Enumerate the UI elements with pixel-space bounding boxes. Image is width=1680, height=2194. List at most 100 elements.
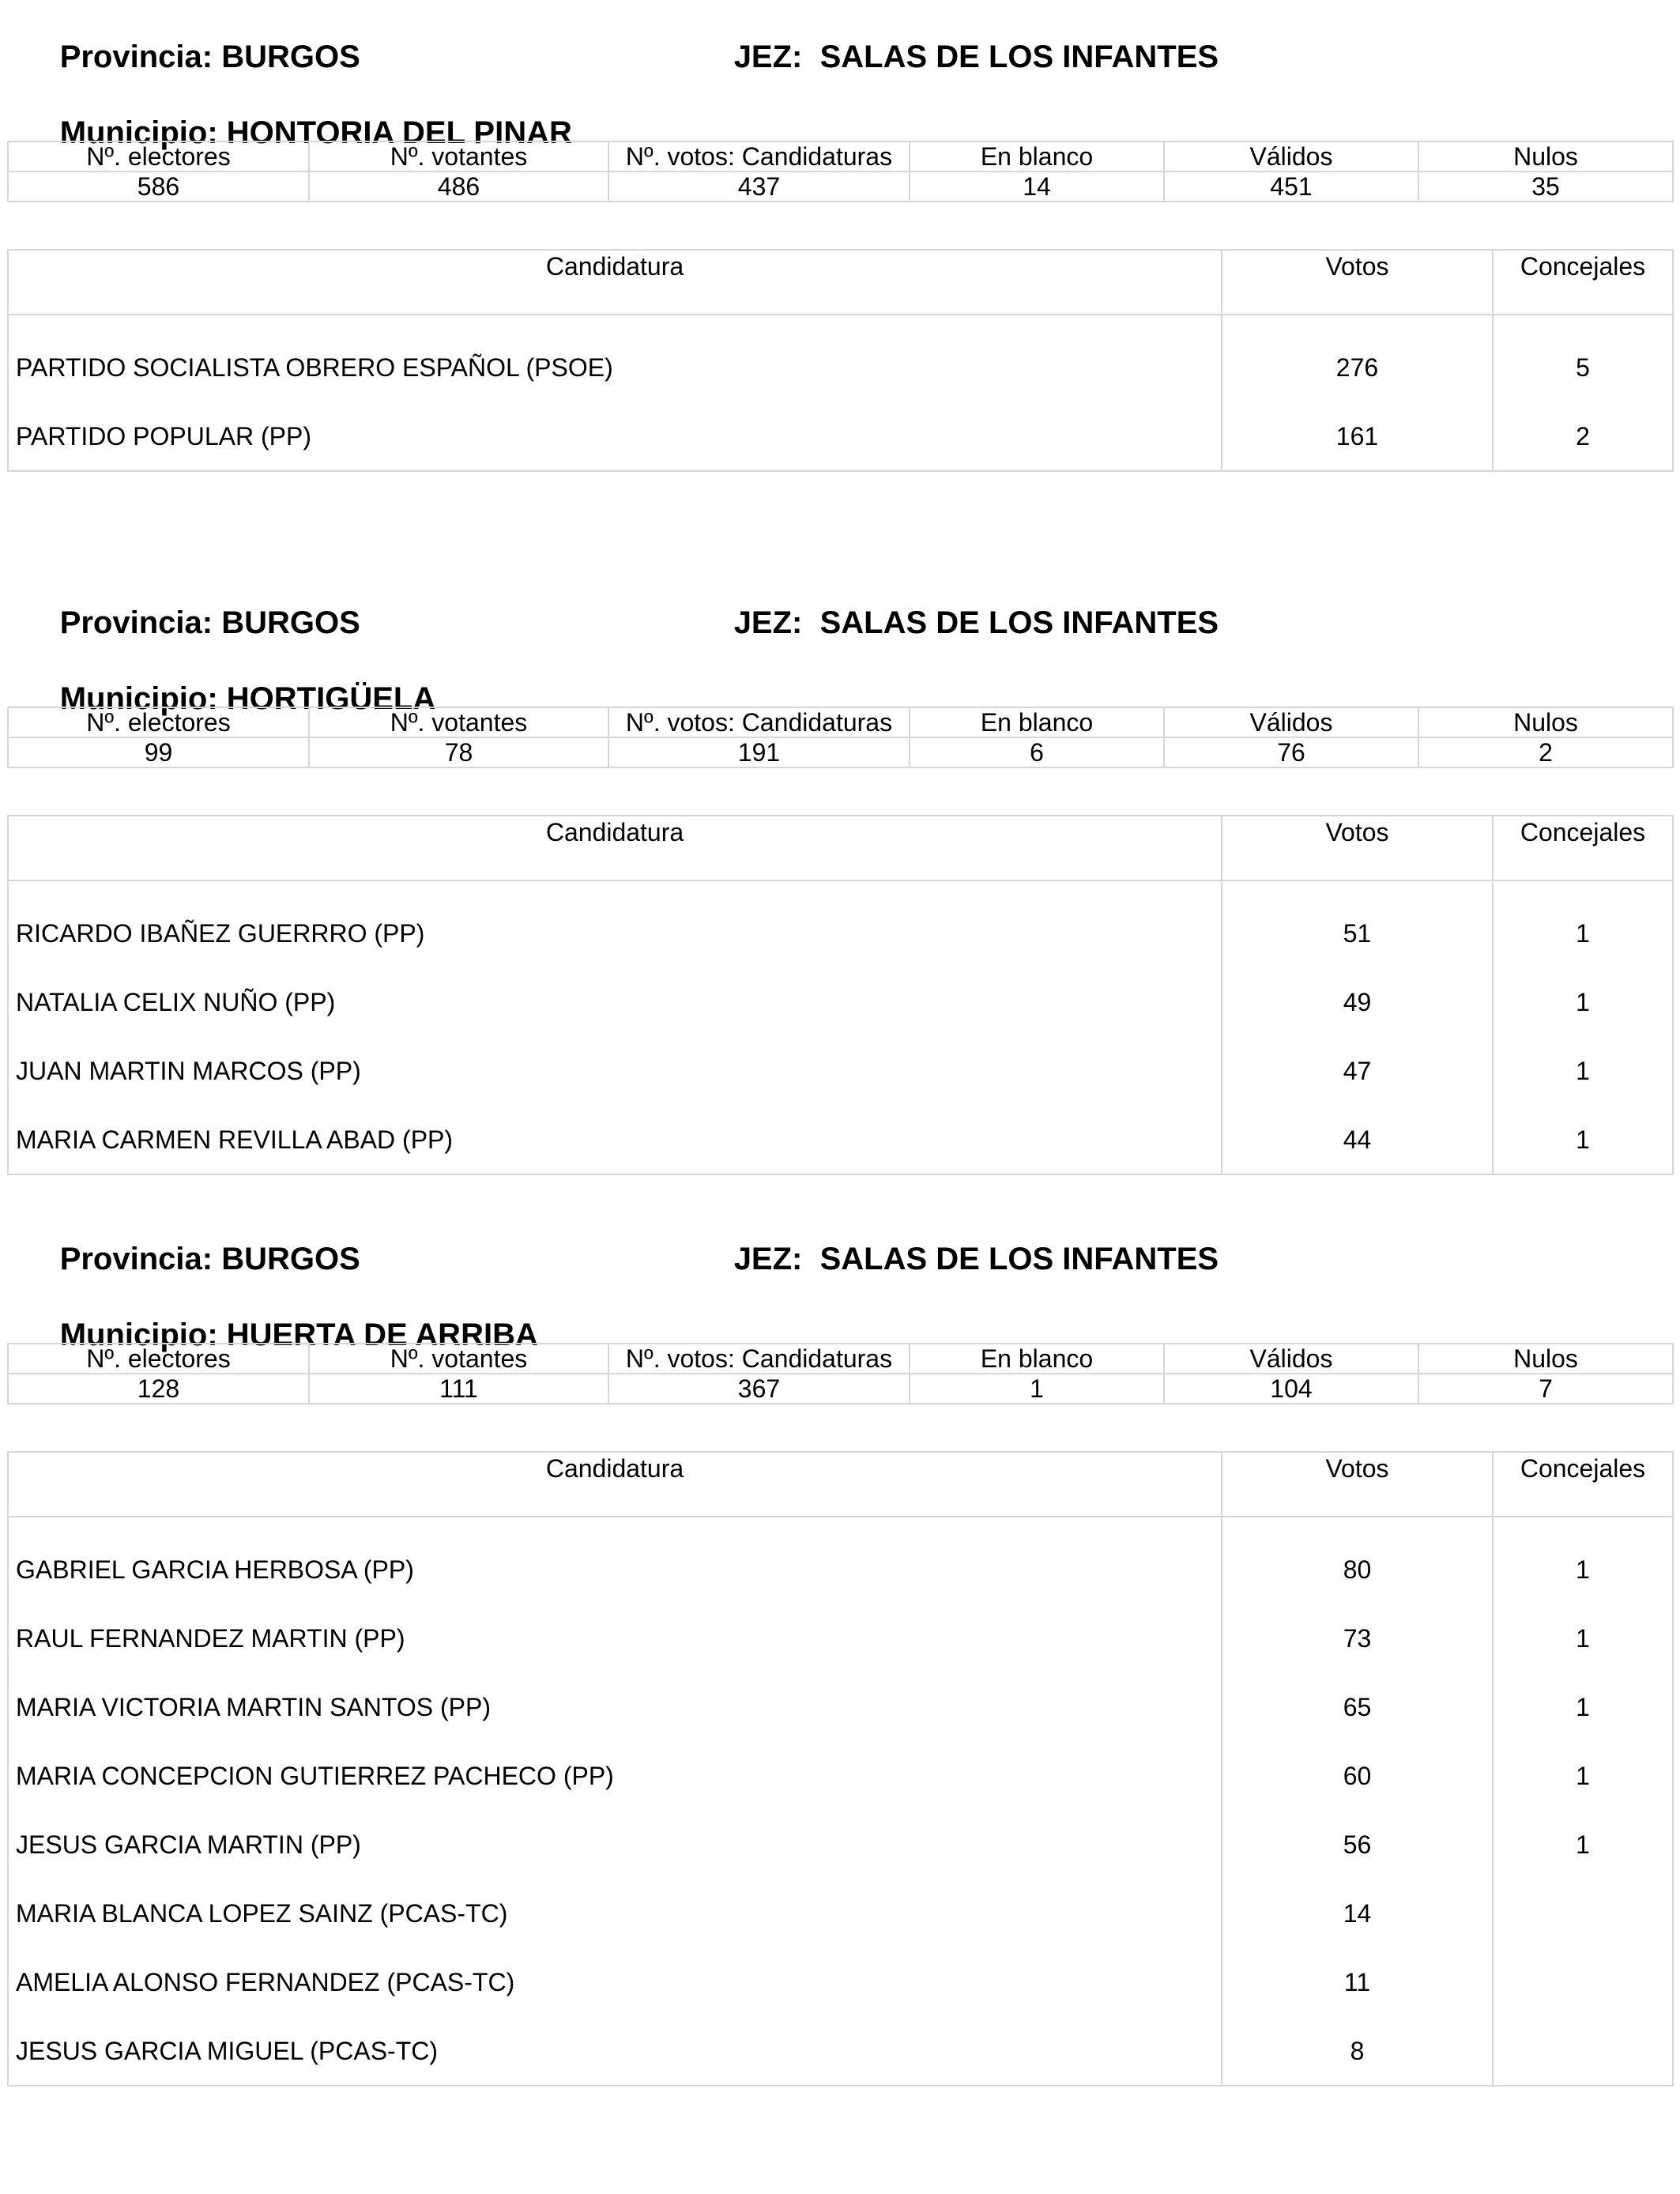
candidate-name: JESUS GARCIA MIGUEL (PCAS-TC) — [7, 2016, 1222, 2087]
candidate-councillors: 1 — [1492, 967, 1674, 1036]
stats-value-cell: 486 — [308, 171, 609, 202]
stats-header-cell: Válidos — [1163, 1343, 1419, 1374]
jez-value: SALAS DE LOS INFANTES — [819, 605, 1219, 640]
candidate-name: RAUL FERNANDEZ MARTIN (PP) — [7, 1604, 1222, 1672]
candidate-name: PARTIDO SOCIALISTA OBRERO ESPAÑOL (PSOE) — [7, 333, 1222, 401]
provincia-caption: Provincia: — [59, 605, 213, 640]
candidate-votes: 14 — [1221, 1879, 1494, 1947]
jez-value: SALAS DE LOS INFANTES — [819, 1242, 1219, 1276]
candidate-councillors: 1 — [1492, 1036, 1674, 1105]
candidate-votes: 80 — [1221, 1535, 1494, 1604]
stats-header-cell: Nulos — [1418, 1343, 1674, 1374]
candidate-councillors: 1 — [1492, 899, 1674, 967]
provincia-value: BURGOS — [221, 1242, 360, 1276]
stats-value-cell: 78 — [308, 737, 609, 768]
stats-table: Nº. electores Nº. votantes Nº. votos: Ca… — [7, 1343, 1674, 1404]
stats-value-cell: 1 — [909, 1373, 1165, 1404]
stats-value-cell: 451 — [1163, 171, 1419, 202]
candidate-councillors — [1492, 1947, 1674, 2016]
stats-value-cell: 191 — [608, 737, 910, 768]
candidate-row: NATALIA CELIX NUÑO (PP) 49 1 — [7, 967, 1674, 1036]
candidate-councillors: 1 — [1492, 1810, 1674, 1879]
provincia-label: Provincia: BURGOS — [7, 0, 360, 114]
stats-header-row: Nº. electores Nº. votantes Nº. votos: Ca… — [7, 1343, 1674, 1374]
stats-value-row: 586 486 437 14 451 35 — [7, 171, 1674, 202]
jez-caption: JEZ: — [733, 605, 803, 640]
header-spacer — [7, 315, 1674, 333]
stats-table: Nº. electores Nº. votantes Nº. votos: Ca… — [7, 707, 1674, 768]
candidatura-header: Candidatura — [7, 1451, 1222, 1517]
stats-header-row: Nº. electores Nº. votantes Nº. votos: Ca… — [7, 707, 1674, 738]
candidate-councillors: 2 — [1492, 401, 1674, 472]
candidate-row: AMELIA ALONSO FERNANDEZ (PCAS-TC) 11 — [7, 1947, 1674, 2016]
candidatura-header: Candidatura — [7, 249, 1222, 315]
candidate-name: JESUS GARCIA MARTIN (PP) — [7, 1810, 1222, 1879]
candidates-table: Candidatura Votos Concejales GABRIEL GAR… — [7, 1451, 1674, 2087]
provincia-value: BURGOS — [221, 605, 360, 640]
stats-header-cell: Válidos — [1163, 707, 1419, 738]
concejales-header: Concejales — [1492, 249, 1674, 315]
candidate-councillors: 1 — [1492, 1672, 1674, 1741]
candidates-header-row: Candidatura Votos Concejales — [7, 815, 1674, 881]
stats-value-cell: 111 — [308, 1373, 609, 1404]
candidate-row: JESUS GARCIA MARTIN (PP) 56 1 — [7, 1810, 1674, 1879]
jez-label: JEZ: SALAS DE LOS INFANTES — [681, 566, 1219, 680]
candidate-name: MARIA BLANCA LOPEZ SAINZ (PCAS-TC) — [7, 1879, 1222, 1947]
stats-value-cell: 99 — [7, 737, 310, 768]
stats-value-cell: 367 — [608, 1373, 910, 1404]
candidate-votes: 51 — [1221, 899, 1494, 967]
stats-header-cell: Nº. electores — [7, 707, 310, 738]
candidate-votes: 56 — [1221, 1810, 1494, 1879]
stats-table: Nº. electores Nº. votantes Nº. votos: Ca… — [7, 141, 1674, 202]
stats-value-cell: 128 — [7, 1373, 310, 1404]
provincia-value: BURGOS — [221, 40, 360, 74]
provincia-label: Provincia: BURGOS — [7, 566, 360, 680]
stats-header-cell: En blanco — [909, 707, 1165, 738]
jez-label: JEZ: SALAS DE LOS INFANTES — [681, 1202, 1219, 1316]
stats-value-row: 128 111 367 1 104 7 — [7, 1373, 1674, 1404]
concejales-header: Concejales — [1492, 1451, 1674, 1517]
provincia-caption: Provincia: — [59, 40, 213, 74]
stats-header-cell: Válidos — [1163, 141, 1419, 172]
votos-header: Votos — [1221, 1451, 1494, 1517]
candidates-table: Candidatura Votos Concejales RICARDO IBA… — [7, 815, 1674, 1175]
candidate-councillors: 1 — [1492, 1604, 1674, 1672]
stats-value-cell: 14 — [909, 171, 1165, 202]
stats-header-cell: Nº. electores — [7, 1343, 310, 1374]
candidate-row: RAUL FERNANDEZ MARTIN (PP) 73 1 — [7, 1604, 1674, 1672]
candidate-name: NATALIA CELIX NUÑO (PP) — [7, 967, 1222, 1036]
stats-value-cell: 76 — [1163, 737, 1419, 768]
stats-header-cell: Nº. votos: Candidaturas — [608, 1343, 910, 1374]
candidate-councillors: 1 — [1492, 1741, 1674, 1810]
candidate-name: MARIA CARMEN REVILLA ABAD (PP) — [7, 1105, 1222, 1175]
candidate-councillors — [1492, 1879, 1674, 1947]
candidate-votes: 161 — [1221, 401, 1494, 472]
stats-header-cell: Nulos — [1418, 141, 1674, 172]
candidate-councillors: 5 — [1492, 333, 1674, 401]
candidate-votes: 8 — [1221, 2016, 1494, 2087]
candidate-name: MARIA VICTORIA MARTIN SANTOS (PP) — [7, 1672, 1222, 1741]
candidate-name: MARIA CONCEPCION GUTIERREZ PACHECO (PP) — [7, 1741, 1222, 1810]
header-spacer — [7, 1517, 1674, 1535]
candidate-votes: 60 — [1221, 1741, 1494, 1810]
candidate-row: GABRIEL GARCIA HERBOSA (PP) 80 1 — [7, 1535, 1674, 1604]
candidate-votes: 65 — [1221, 1672, 1494, 1741]
stats-header-cell: Nº. electores — [7, 141, 310, 172]
stats-header-cell: En blanco — [909, 141, 1165, 172]
candidate-row: JUAN MARTIN MARCOS (PP) 47 1 — [7, 1036, 1674, 1105]
stats-header-cell: Nº. votos: Candidaturas — [608, 707, 910, 738]
jez-caption: JEZ: — [733, 1242, 803, 1276]
stats-value-row: 99 78 191 6 76 2 — [7, 737, 1674, 768]
candidate-votes: 276 — [1221, 333, 1494, 401]
candidate-name: GABRIEL GARCIA HERBOSA (PP) — [7, 1535, 1222, 1604]
candidate-row: PARTIDO SOCIALISTA OBRERO ESPAÑOL (PSOE)… — [7, 333, 1674, 401]
candidate-councillors — [1492, 2016, 1674, 2087]
stats-value-cell: 104 — [1163, 1373, 1419, 1404]
candidate-row: RICARDO IBAÑEZ GUERRRO (PP) 51 1 — [7, 899, 1674, 967]
votos-header: Votos — [1221, 249, 1494, 315]
stats-header-cell: Nº. votos: Candidaturas — [608, 141, 910, 172]
jez-label: JEZ: SALAS DE LOS INFANTES — [681, 0, 1219, 114]
candidate-votes: 49 — [1221, 967, 1494, 1036]
stats-header-cell: Nº. votantes — [308, 707, 609, 738]
provincia-label: Provincia: BURGOS — [7, 1202, 360, 1316]
